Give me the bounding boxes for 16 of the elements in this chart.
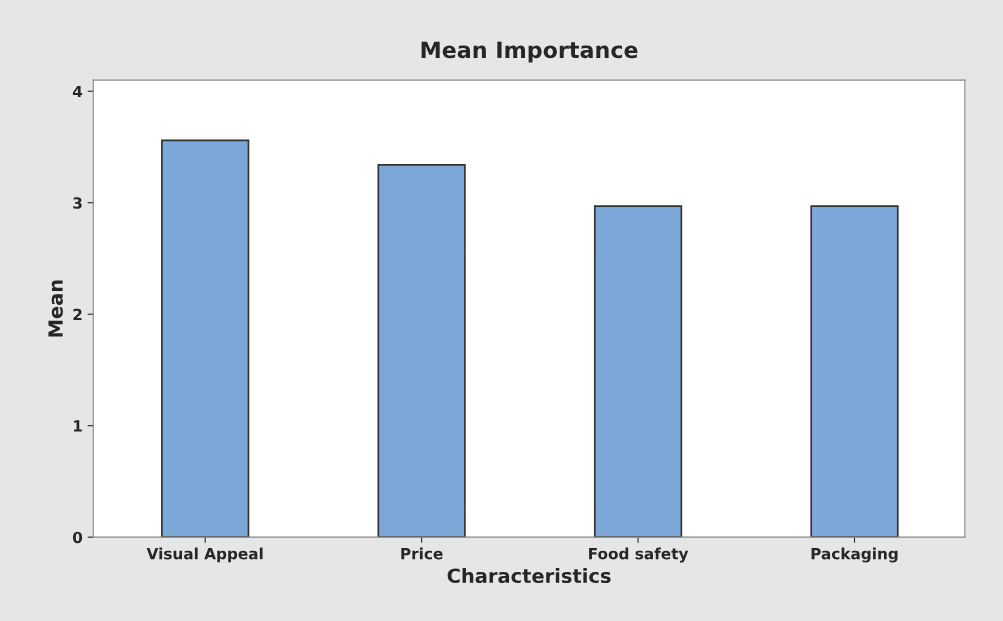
x-tick-label: Food safety xyxy=(589,547,689,563)
bar xyxy=(593,205,683,538)
y-tick-label: 0 xyxy=(72,531,83,544)
y-tick-label: 4 xyxy=(72,85,83,98)
x-tick-label: Price xyxy=(401,547,443,560)
x-axis-title: Characteristics xyxy=(447,568,611,584)
y-axis-title: Mean xyxy=(48,280,63,337)
y-tick-label: 1 xyxy=(73,420,82,432)
bar xyxy=(810,205,899,538)
bar xyxy=(377,163,466,538)
x-tick-label: Visual Appeal xyxy=(146,547,263,563)
y-tick-label: 2 xyxy=(73,308,82,321)
y-tick-label: 3 xyxy=(73,197,82,209)
bar xyxy=(161,139,250,538)
chart-title: Mean Importance xyxy=(421,41,638,63)
x-tick-label: Packaging xyxy=(811,547,898,563)
